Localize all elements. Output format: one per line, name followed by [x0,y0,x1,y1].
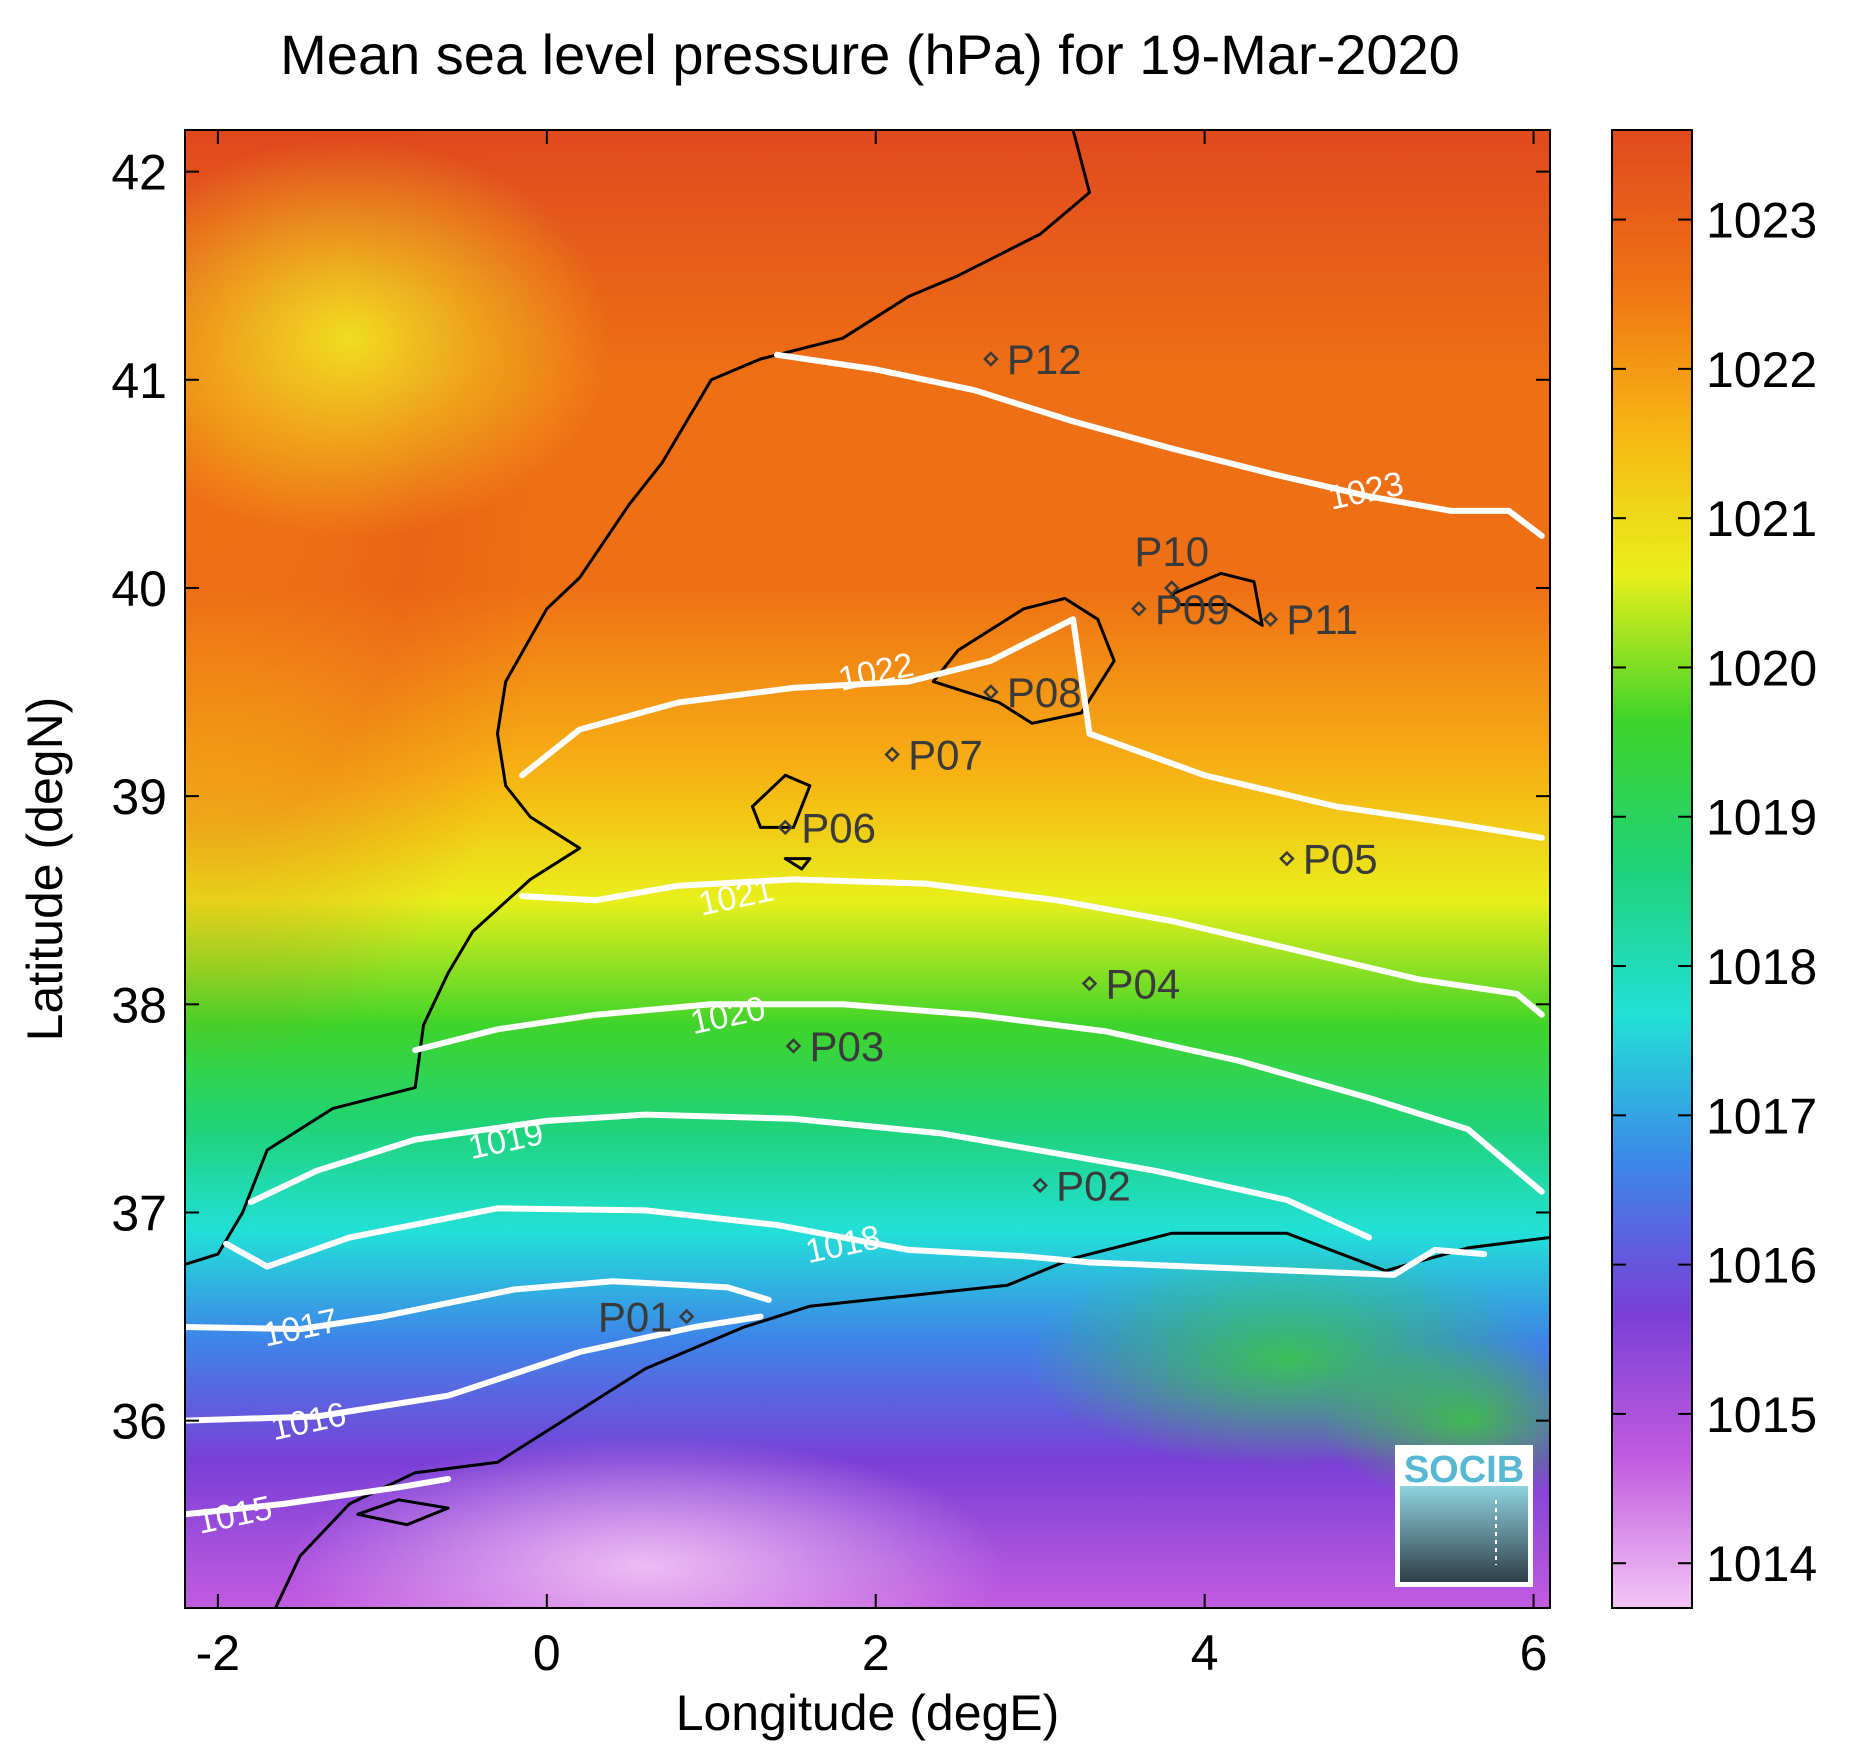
isobar-line [223,1205,1488,1278]
station-label: P11 [1286,596,1358,643]
colorbar-tick-label: 1017 [1706,1088,1817,1144]
station-p08: P08 [983,669,1082,716]
isobar-line [519,616,1545,841]
station-marker [1081,975,1098,992]
x-tick-label: 2 [862,1625,890,1681]
colorbar-tick-label: 1021 [1706,491,1817,547]
coastline-segment [274,1231,1550,1608]
isobar-line [247,1111,1373,1241]
station-label: P05 [1303,836,1378,883]
isobar-line [185,1313,764,1424]
y-tick-label: 36 [111,1394,167,1450]
station-label: P01 [598,1294,673,1341]
island-outline [931,596,1116,725]
y-axis: 36 37 38 39 40 41 42 [111,145,1550,1450]
station-label: P08 [1007,669,1082,716]
station-label: P09 [1155,586,1230,633]
isobar-line [412,1001,1545,1195]
colorbar-tick-label: 1023 [1706,193,1817,249]
inland-low-patch [285,1436,1006,1608]
station-marker [983,684,999,700]
chart-title: Mean sea level pressure (hPa) for 19-Mar… [280,23,1460,86]
y-tick-label: 40 [111,561,167,617]
coastline-segment [185,130,1091,1266]
stations: P01 P02 P03 P04 P05 P06 P07 P08 P09 P10 P11 P12 [598,336,1378,1341]
station-p01: P01 [598,1294,695,1341]
station-p02: P02 [1032,1162,1131,1209]
station-p03: P03 [785,1023,884,1070]
y-tick-label: 41 [111,353,167,409]
station-label: P06 [801,804,876,851]
station-p06: P06 [777,804,876,851]
socib-logo: SOCIB [1395,1445,1533,1587]
island-outline [783,857,812,871]
island-outline [1170,571,1264,627]
colorbar-tick-label: 1019 [1706,790,1817,846]
station-p07: P07 [884,732,983,779]
island-outline [356,1498,450,1527]
station-label: P02 [1056,1162,1131,1209]
isobar-line [185,1278,772,1333]
station-p12: P12 [983,336,1082,383]
station-marker [1163,580,1180,596]
station-p09: P09 [1131,586,1230,633]
colorbar-tick-label: 1018 [1706,939,1817,995]
coastline [185,130,1550,1608]
station-label: P03 [809,1023,884,1070]
station-p10: P10 [1134,528,1209,596]
colorbar-tick-label: 1020 [1706,640,1817,696]
station-label: P10 [1134,528,1209,575]
station-marker [1279,850,1295,867]
isobar-line [185,1475,452,1518]
inland-high-patch [185,138,610,539]
station-label: P04 [1106,960,1181,1007]
station-p05: P05 [1279,836,1378,883]
logo-graphic [1400,1486,1528,1582]
x-tick-label: 4 [1191,1625,1219,1681]
station-p11: P11 [1262,596,1358,643]
y-tick-label: 38 [111,977,167,1033]
logo-text: SOCIB [1404,1449,1524,1491]
station-label: P07 [908,732,983,779]
y-tick-label: 39 [111,769,167,825]
isobar-line [519,876,1545,1018]
station-p04: P04 [1081,960,1181,1007]
y-tick-label: 37 [111,1185,167,1241]
colorbar-tick-label: 1015 [1706,1387,1817,1443]
island-outline [750,773,812,829]
y-tick-label: 42 [111,145,167,201]
colorbar-tick-label: 1016 [1706,1238,1817,1294]
y-axis-label: Latitude (degN) [17,697,73,1042]
station-marker [785,1038,802,1054]
station-marker [1262,611,1279,627]
station-marker [983,351,999,367]
station-marker [1032,1177,1048,1194]
plot-frame [184,129,1551,1609]
x-tick-label: 0 [533,1625,561,1681]
x-axis: -2 0 2 4 6 [196,130,1548,1681]
station-marker [1131,601,1147,617]
colorbar-tick-label: 1022 [1706,342,1817,398]
colorbar-gradient [1611,129,1693,1609]
station-marker [884,746,900,763]
station-marker [777,819,794,836]
isobar-line [774,351,1545,539]
x-tick-label: -2 [196,1625,240,1681]
station-marker [678,1308,695,1325]
station-label: P12 [1007,336,1082,383]
colorbar: 1014 1015 1016 1017 1018 1019 1020 1021 1022 1023 [1611,129,1817,1609]
colorbar-ticks: 1014 1015 1016 1017 1018 1019 1020 1021 1022 1023 [1612,193,1817,1592]
colorbar-tick-label: 1014 [1706,1536,1817,1592]
x-tick-label: 6 [1520,1625,1548,1681]
x-axis-label: Longitude (degE) [676,1685,1060,1741]
